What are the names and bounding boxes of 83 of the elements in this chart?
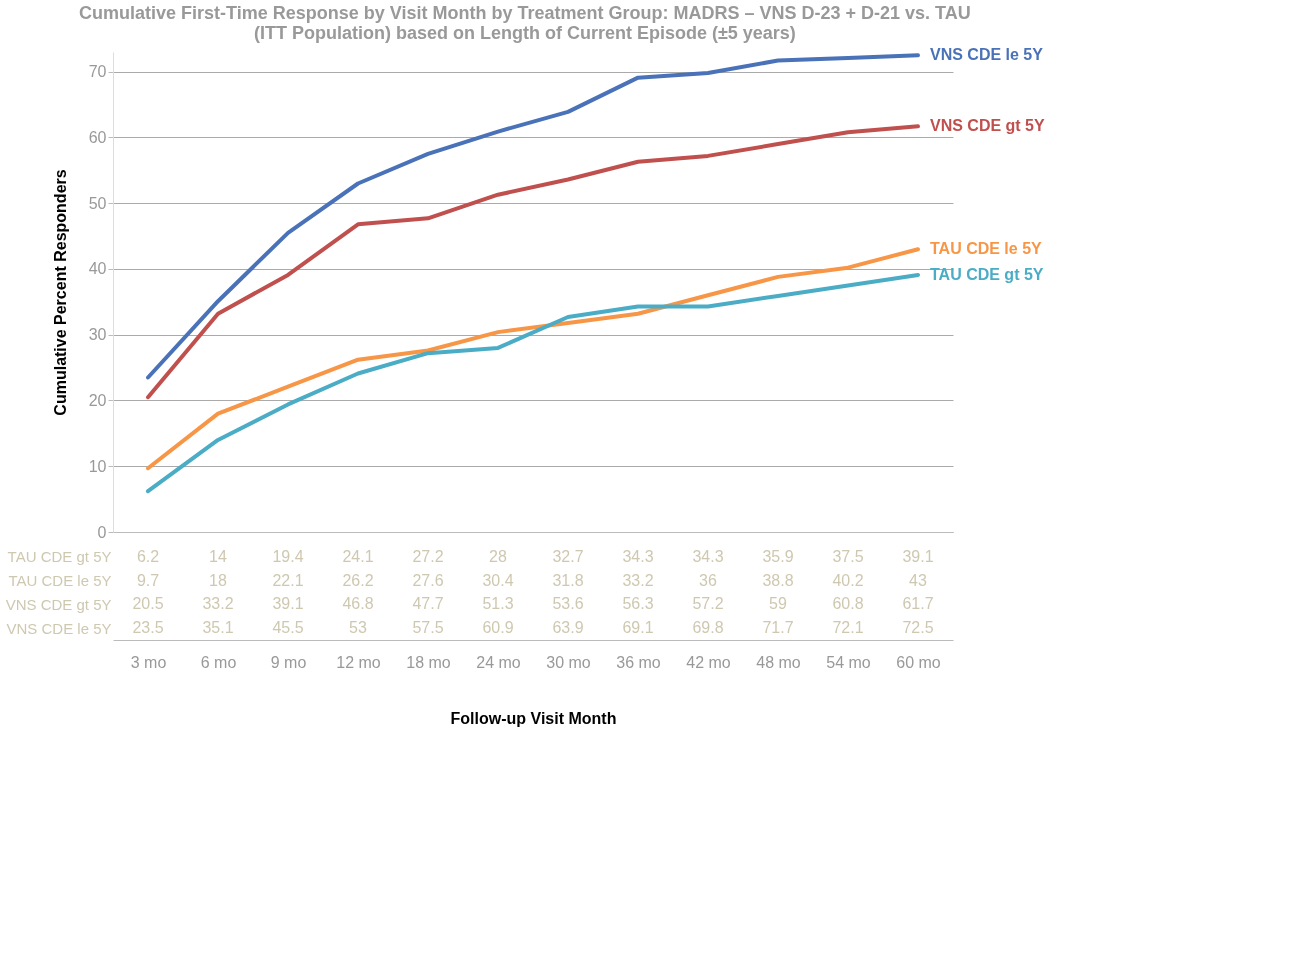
data-label: 37.5 <box>832 547 864 565</box>
data-label: 36 <box>699 571 717 589</box>
series-label: TAU CDE gt 5Y <box>930 265 1044 283</box>
line-series <box>146 272 920 494</box>
y-tick-label: 30 <box>88 326 107 344</box>
data-label: 28 <box>489 547 507 565</box>
x-tick-label: 18 mo <box>406 653 451 671</box>
chart-title: Cumulative First-Time Response by Visit Month by Treatment Group: MADRS – VNS D-23 + D-21 vs. TAU (ITT Population) based on Length of Current Episode (±5 years) <box>79 3 971 44</box>
data-label: 27.6 <box>412 571 444 589</box>
data-label: 33.2 <box>622 571 654 589</box>
data-label: 59 <box>769 595 787 613</box>
data-label: 34.3 <box>692 547 724 565</box>
x-tick-label: 30 mo <box>546 653 591 671</box>
y-tick-label: 40 <box>88 260 107 278</box>
x-tick-label: 6 mo <box>200 653 237 671</box>
data-label: 26.2 <box>342 571 374 589</box>
data-label: 9.7 <box>136 571 160 589</box>
data-label: 22.1 <box>272 571 304 589</box>
data-label: 27.2 <box>412 547 444 565</box>
data-label: 6.2 <box>136 547 160 565</box>
y-axis-title: Cumulative Percent Responders <box>51 169 69 416</box>
x-axis-title: Follow-up Visit Month <box>450 709 617 727</box>
data-label: 69.8 <box>692 619 724 637</box>
y-tick-label: 0 <box>97 523 107 541</box>
x-tick-label: 9 mo <box>270 653 307 671</box>
data-label: 60.9 <box>482 619 514 637</box>
data-label: 46.8 <box>342 595 374 613</box>
data-label: 40.2 <box>832 571 864 589</box>
data-label: 72.1 <box>832 619 864 637</box>
y-tick-label: 10 <box>88 457 107 475</box>
data-label: 60.8 <box>832 595 864 613</box>
data-label: 23.5 <box>132 619 164 637</box>
data-label: 53 <box>349 619 367 637</box>
data-label: 51.3 <box>482 595 514 613</box>
data-label: 18 <box>209 571 227 589</box>
y-tick-label: 70 <box>88 63 107 81</box>
y-tick-label: 20 <box>88 391 107 409</box>
data-label: 32.7 <box>552 547 584 565</box>
text: TAU CDE gt 5Y <box>7 548 112 566</box>
line-series <box>146 247 920 471</box>
data-label: 63.9 <box>552 619 584 637</box>
y-tick-label: 60 <box>88 128 107 146</box>
data-label: 39.1 <box>272 595 304 613</box>
data-label: 35.9 <box>762 547 794 565</box>
text: VNS CDE le 5Y <box>6 619 112 637</box>
data-label: 33.2 <box>202 595 234 613</box>
data-label: 47.7 <box>412 595 444 613</box>
data-label: 72.5 <box>902 619 934 637</box>
data-label: 20.5 <box>132 595 164 613</box>
text: TAU CDE le 5Y <box>8 572 112 590</box>
data-label: 56.3 <box>622 595 654 613</box>
data-label: 34.3 <box>622 547 654 565</box>
data-label: 39.1 <box>902 547 934 565</box>
data-label: 19.4 <box>272 547 304 565</box>
data-label: 31.8 <box>552 571 584 589</box>
x-tick-label: 48 mo <box>756 653 801 671</box>
data-label: 30.4 <box>482 571 514 589</box>
line-series <box>146 124 920 400</box>
data-label: 35.1 <box>202 619 234 637</box>
x-tick-label: 60 mo <box>896 653 941 671</box>
x-tick-label: 54 mo <box>826 653 871 671</box>
data-label: 71.7 <box>762 619 794 637</box>
data-label: 69.1 <box>622 619 654 637</box>
x-tick-label: 24 mo <box>476 653 521 671</box>
series-label: TAU CDE le 5Y <box>930 240 1043 258</box>
x-tick-label: 3 mo <box>130 653 167 671</box>
data-label: 14 <box>209 547 227 565</box>
series-label: VNS CDE gt 5Y <box>930 117 1046 135</box>
data-label: 43 <box>909 571 927 589</box>
data-label: 38.8 <box>762 571 794 589</box>
data-label: 61.7 <box>902 595 934 613</box>
data-label: 53.6 <box>552 595 584 613</box>
data-label: 57.5 <box>412 619 444 637</box>
data-label: 57.2 <box>692 595 724 613</box>
data-label: 45.5 <box>272 619 304 637</box>
data-label: 24.1 <box>342 547 374 565</box>
x-tick-label: 12 mo <box>336 653 381 671</box>
y-tick-label: 50 <box>88 194 107 212</box>
x-tick-label: 42 mo <box>686 653 731 671</box>
line-series <box>146 53 920 380</box>
text: VNS CDE gt 5Y <box>5 595 112 613</box>
x-tick-label: 36 mo <box>616 653 661 671</box>
series-label: VNS CDE le 5Y <box>930 46 1044 64</box>
